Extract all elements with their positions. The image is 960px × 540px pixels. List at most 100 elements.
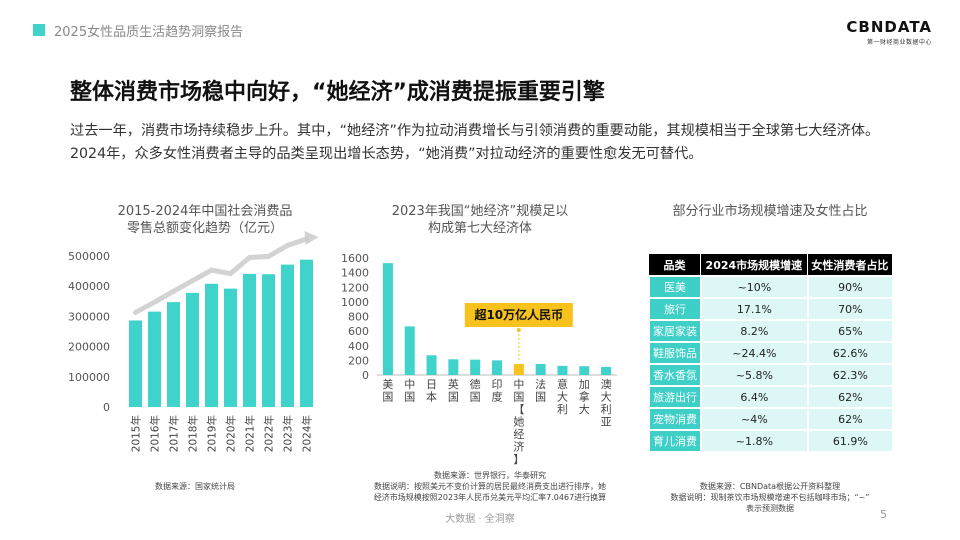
industry-table: 品类 2024市场规模增速 女性消费者占比 医美 ~10% 90% 旅行 17.1% 70…	[648, 252, 892, 453]
y-tick-label: 1600	[341, 252, 369, 265]
table-source-line1: 数据来源：CBNData根据公开资料整理	[699, 482, 841, 491]
bar	[243, 273, 256, 407]
page-headline: 整体消费市场稳中向好，“她经济”成消费提振重要引擎	[70, 80, 605, 105]
bar	[205, 283, 218, 407]
x-tick-label: 美国	[382, 378, 393, 404]
bar	[557, 365, 568, 375]
female-share-cell: 62%	[806, 409, 892, 429]
y-tick-label: 500000	[68, 250, 110, 263]
table-row: 育儿消费 ~1.8% 61.9%	[648, 431, 892, 451]
chart2-title: 2023年我国“她经济”规模足以 构成第七大经济体	[350, 203, 610, 237]
y-tick-label: 600	[348, 325, 369, 338]
cbndata-logo: CBNDATA 第一财经商业数据中心	[846, 18, 932, 46]
y-tick-label: 800	[348, 311, 369, 324]
bar	[148, 311, 161, 407]
header-accent-square	[33, 24, 45, 36]
bar	[281, 264, 294, 407]
x-tick-label: 2022年	[263, 415, 276, 452]
growth-cell: 8.2%	[700, 321, 807, 341]
x-tick-label: 中国	[404, 378, 415, 404]
bar	[186, 292, 199, 407]
x-tick-label: 2019年	[206, 415, 219, 452]
table-row: 旅行 17.1% 70%	[648, 299, 892, 319]
column-header-growth: 2024市场规模增速	[700, 254, 807, 275]
bar	[426, 355, 437, 375]
y-tick-label: 0	[362, 369, 369, 382]
table-row: 医美 ~10% 90%	[648, 277, 892, 297]
callout-dot	[516, 328, 521, 332]
bar	[448, 359, 459, 375]
bar	[129, 320, 142, 407]
table-row: 旅游出行 6.4% 62%	[648, 387, 892, 407]
female-share-cell: 62.6%	[806, 343, 892, 363]
growth-cell: ~5.8%	[700, 365, 807, 385]
y-tick-label: 1000	[341, 296, 369, 309]
female-share-cell: 90%	[806, 277, 892, 297]
chart2-source-line2: 数据说明：按照美元不变价计算的居民最终消费支出进行排序，她	[374, 482, 606, 491]
bar	[300, 259, 313, 407]
x-tick-label: 德国	[470, 377, 481, 404]
chart1-title-line1: 2015-2024年中国社会消费品	[117, 204, 293, 219]
x-tick-label: 日本	[426, 378, 437, 404]
table-source-line3: 表示预测数据	[746, 504, 794, 513]
x-tick-label: 澳大利亚	[601, 378, 612, 429]
growth-cell: ~1.8%	[700, 431, 807, 451]
female-share-cell: 70%	[806, 299, 892, 319]
y-tick-label: 400000	[68, 280, 110, 293]
column-header-female-share: 女性消费者占比	[806, 254, 892, 275]
y-tick-label: 200000	[68, 341, 110, 354]
bar	[167, 302, 180, 407]
category-cell: 鞋服饰品	[648, 343, 700, 363]
trend-arrowhead	[304, 231, 319, 246]
bar	[404, 326, 415, 375]
growth-cell: 17.1%	[700, 299, 807, 319]
category-cell: 医美	[648, 277, 700, 297]
x-tick-label: 2021年	[244, 415, 257, 452]
table-row: 家居家装 8.2% 65%	[648, 321, 892, 341]
report-title: 2025女性品质生活趋势洞察报告	[54, 25, 244, 40]
y-tick-label: 100000	[68, 371, 110, 384]
y-tick-label: 0	[103, 401, 110, 414]
bar	[224, 288, 237, 407]
highlight-bar	[513, 364, 524, 375]
chart2-title-line2: 构成第七大经济体	[427, 221, 532, 236]
chart1-source: 数据来源：国家统计局	[155, 482, 235, 491]
y-tick-label: 1200	[341, 281, 369, 294]
page-number: 5	[880, 508, 887, 521]
growth-cell: 6.4%	[700, 387, 807, 407]
bar	[492, 360, 502, 375]
column-header-category: 品类	[648, 254, 700, 275]
table-source: 数据来源：CBNData根据公开资料整理 数据说明：现制茶饮市场规模增速不包括咖…	[648, 481, 892, 514]
x-tick-label: 2020年	[225, 415, 238, 452]
y-tick-label: 1400	[341, 267, 369, 280]
logo-wordmark: CBNDATA	[846, 18, 932, 36]
x-tick-label: 2016年	[149, 415, 162, 452]
category-cell: 旅游出行	[648, 387, 700, 407]
category-cell: 家居家装	[648, 321, 700, 341]
intro-paragraph: 过去一年，消费市场持续稳步上升。其中，“她经济”作为拉动消费增长与引领消费的重要…	[70, 123, 880, 162]
bar	[470, 359, 481, 375]
callout-label: 超10万亿人民币	[473, 307, 563, 322]
x-tick-label: 加拿大	[579, 378, 590, 416]
female-share-cell: 65%	[806, 321, 892, 341]
bar	[535, 364, 546, 375]
x-tick-label: 2017年	[168, 415, 181, 452]
bar	[579, 366, 590, 375]
x-tick-label: 意大利	[557, 377, 568, 416]
x-tick-label: 法国	[535, 377, 546, 404]
y-tick-label: 200	[348, 354, 369, 367]
bar	[382, 263, 393, 375]
chart1-title-line2: 零售总额变化趋势（亿元）	[126, 221, 283, 236]
footer-slogan: 大数据 · 全洞察	[445, 514, 515, 525]
chart2-source-line1: 数据来源：世界银行，华泰研究	[434, 471, 546, 480]
trend-line	[133, 236, 309, 315]
bar	[601, 366, 612, 375]
chart2-source: 数据来源：世界银行，华泰研究 数据说明：按照美元不变价计算的居民最终消费支出进行…	[340, 470, 640, 503]
chart2-source-line3: 经济市场规模按照2023年人民币兑美元平均汇率7.0467进行换算	[373, 493, 607, 502]
female-share-cell: 61.9%	[806, 431, 892, 451]
table-header-row: 品类 2024市场规模增速 女性消费者占比	[648, 254, 892, 275]
female-share-cell: 62%	[806, 387, 892, 407]
chart2-title-line1: 2023年我国“她经济”规模足以	[391, 204, 569, 219]
x-tick-label: 2023年	[282, 415, 295, 452]
x-tick-label: 2015年	[130, 415, 143, 452]
